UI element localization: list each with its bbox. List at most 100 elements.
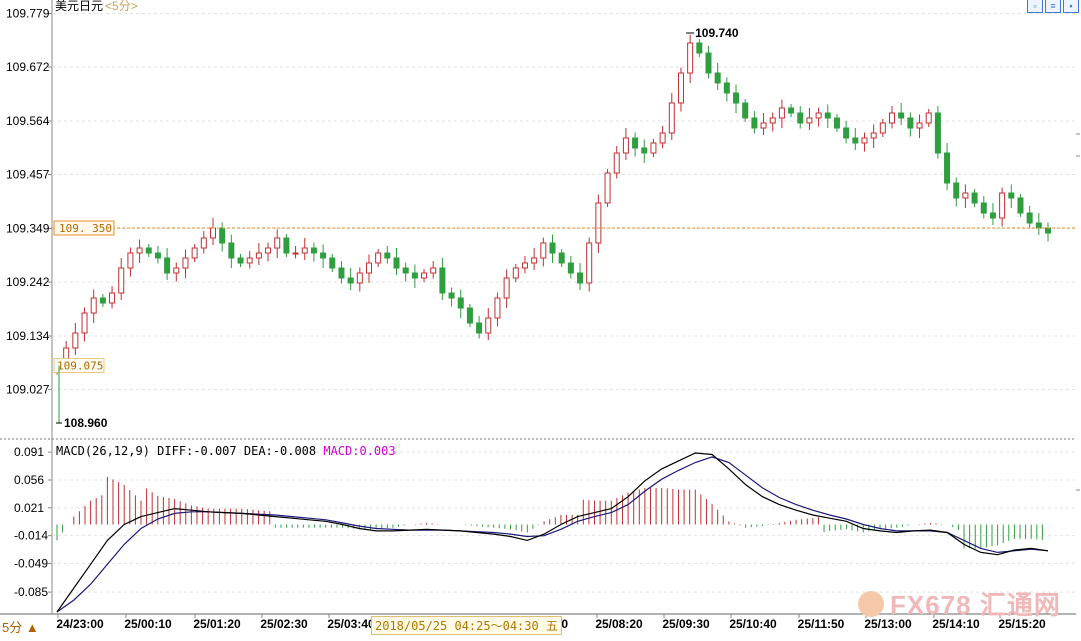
- candle-body: [310, 247, 317, 254]
- time-tick-label: 24/23:00: [56, 617, 104, 631]
- price-tick-label: 109.457: [6, 168, 50, 182]
- macd-tick-label: 0.091: [14, 445, 44, 459]
- candle-body: [833, 117, 840, 129]
- candle-body: [384, 252, 391, 259]
- candle-body: [246, 257, 253, 264]
- candle-body: [347, 277, 354, 284]
- candle-body: [99, 297, 106, 304]
- start-price-label: 109.075: [57, 360, 103, 373]
- candle-body: [870, 132, 877, 139]
- candle-body: [815, 112, 822, 119]
- candle-body: [1035, 222, 1042, 229]
- candle-body: [457, 297, 464, 309]
- candle-body: [953, 182, 960, 199]
- candle-body: [228, 242, 235, 259]
- candle-body: [411, 272, 418, 279]
- candle-body: [430, 267, 437, 274]
- candle-body: [265, 247, 272, 254]
- candle-body: [173, 267, 180, 274]
- candle-body: [200, 237, 207, 249]
- candle-body: [751, 117, 758, 129]
- candle-body: [292, 252, 299, 255]
- candle-body: [237, 257, 244, 264]
- chart-close-icon[interactable]: ▪: [1063, 0, 1079, 13]
- price-tick-label: 109.672: [6, 60, 50, 74]
- candle-body: [788, 107, 795, 114]
- candle-body: [503, 277, 510, 299]
- macd-tick-label: 0.021: [14, 501, 44, 515]
- candle-body: [485, 317, 492, 334]
- candle-body: [558, 252, 565, 264]
- time-tick-label: 25/08:20: [595, 617, 643, 631]
- candle-body: [898, 112, 905, 119]
- chart-toggle-icon[interactable]: ▫: [1027, 0, 1043, 13]
- candle-body: [944, 152, 951, 184]
- price-tick-label: 109.349: [6, 222, 50, 236]
- candle-body: [797, 112, 804, 124]
- macd-tick-label: 0.056: [14, 473, 44, 487]
- candle-body: [980, 202, 987, 214]
- price-tick-label: 109.134: [6, 329, 50, 343]
- candle-body: [136, 247, 143, 254]
- candle-body: [659, 132, 666, 144]
- period-selector-button[interactable]: 5分 ▲: [2, 620, 39, 635]
- candle-body: [650, 142, 657, 154]
- macd-tick-label: -0.049: [14, 556, 48, 570]
- candle-body: [283, 237, 290, 254]
- candle-body: [1008, 192, 1015, 199]
- candle-body: [375, 252, 382, 264]
- high-price-label: 109.740: [695, 26, 739, 40]
- candle-body: [466, 307, 473, 324]
- time-tick-label: 25/13:00: [864, 617, 912, 631]
- diff-line: [56, 452, 1049, 613]
- chart-settings-icon[interactable]: ≡: [1045, 0, 1061, 13]
- candle-body: [255, 252, 262, 259]
- instrument-name: 美元日元: [55, 0, 104, 13]
- candle-body: [90, 297, 97, 314]
- watermark-text: FX678 汇通网: [890, 590, 1061, 620]
- candle-body: [421, 272, 428, 279]
- candle-body: [274, 237, 281, 249]
- candle-body: [677, 72, 684, 104]
- macd-name: MACD(26,12,9): [56, 444, 150, 458]
- candle-body: [118, 267, 125, 294]
- candle-body: [632, 137, 639, 149]
- price-tick-label: 109.027: [6, 383, 50, 397]
- watermark: FX678 汇通网: [858, 585, 1061, 622]
- candle-body: [595, 202, 602, 244]
- candle-body: [448, 292, 455, 299]
- candle-body: [338, 267, 345, 279]
- candle-body: [613, 152, 620, 174]
- low-price-label: 108.960: [64, 416, 108, 430]
- candle-body: [109, 292, 116, 304]
- candle-body: [778, 107, 785, 119]
- candle-body: [586, 242, 593, 284]
- candle-body: [604, 172, 611, 204]
- candle-body: [540, 242, 547, 259]
- candle-body: [889, 112, 896, 124]
- candle-body: [1045, 227, 1051, 234]
- candle-body: [393, 257, 400, 269]
- candle-body: [723, 82, 730, 94]
- time-tick-label: 25/09:30: [662, 617, 710, 631]
- macd-dea: DEA:-0.008: [243, 444, 317, 458]
- candle-body: [852, 137, 859, 144]
- candle-body: [696, 42, 703, 54]
- candle-body: [127, 252, 134, 269]
- candle-body: [824, 112, 831, 119]
- candle-body: [567, 262, 574, 274]
- candle-body: [622, 137, 629, 154]
- macd-tick-label: -0.014: [14, 529, 48, 543]
- time-tick-label: 25/11:50: [798, 617, 845, 631]
- candle-body: [907, 117, 914, 129]
- candle-body: [402, 267, 409, 274]
- candle-body: [989, 212, 996, 219]
- candle-body: [439, 267, 446, 294]
- window-buttons: ▫ ≡ ▪: [1025, 0, 1079, 14]
- candle-body: [577, 272, 584, 284]
- candle-body: [861, 137, 868, 144]
- candle-body: [962, 192, 969, 199]
- candle-body: [521, 262, 528, 269]
